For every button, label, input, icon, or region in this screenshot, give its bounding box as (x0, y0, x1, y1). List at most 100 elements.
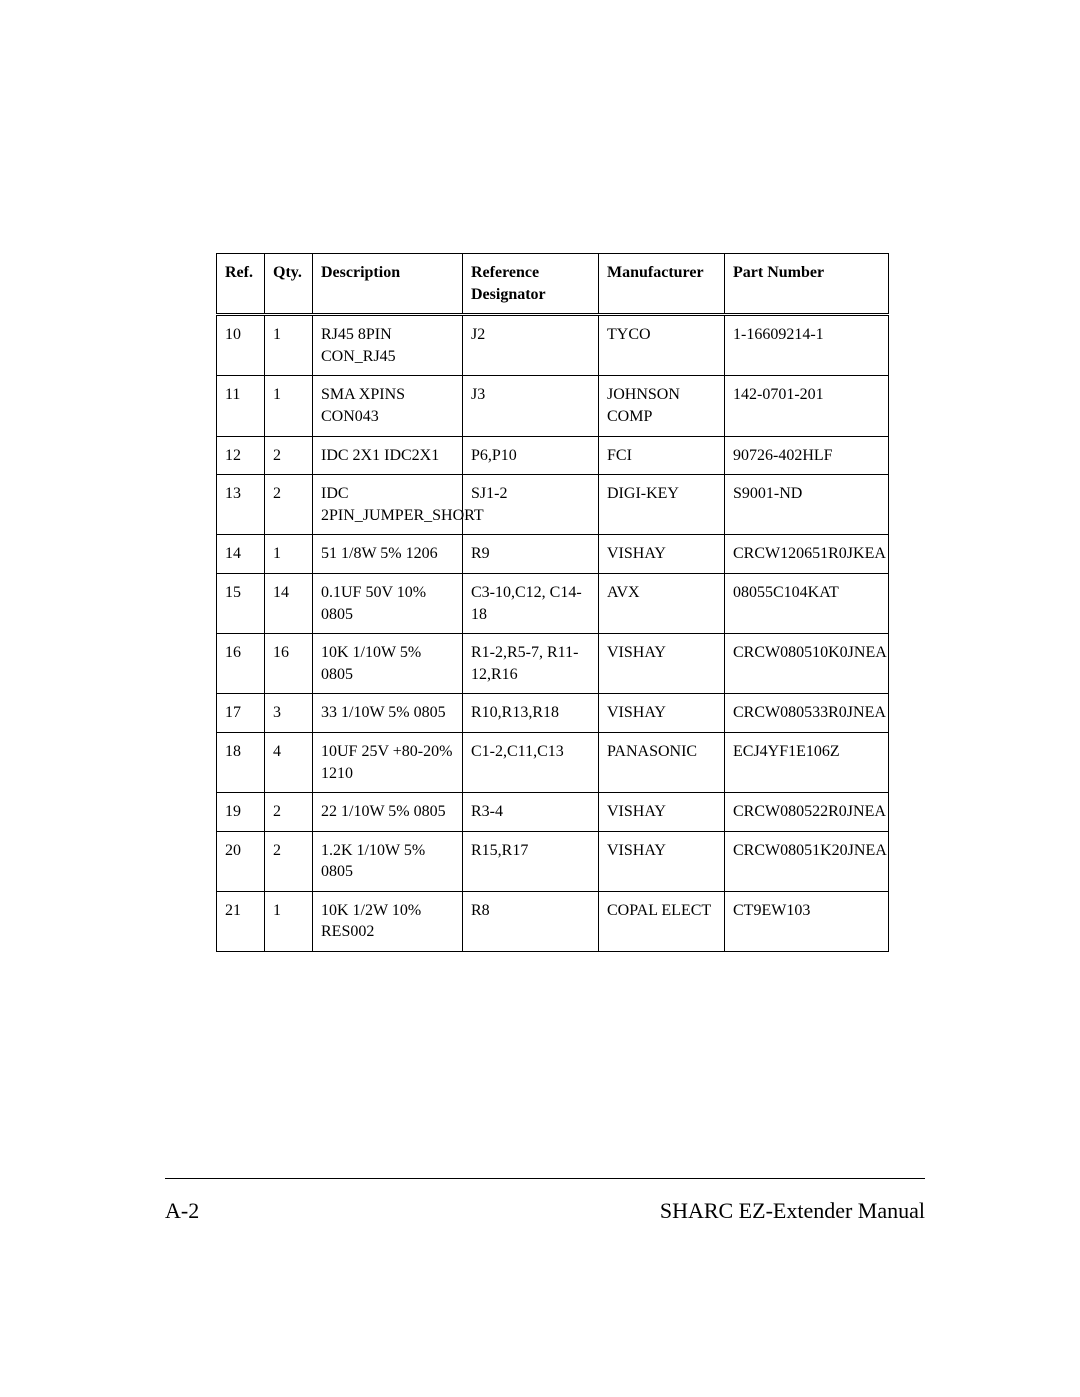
cell-pn: CRCW080522R0JNEA (725, 793, 889, 832)
cell-ref: 21 (217, 891, 265, 951)
cell-desc: IDC 2X1 IDC2X1 (313, 436, 463, 475)
bom-table-head: Ref. Qty. Description Reference Designat… (217, 254, 889, 315)
cell-desc: RJ45 8PIN CON_RJ45 (313, 315, 463, 376)
cell-qty: 2 (265, 475, 313, 535)
col-header-qty: Qty. (265, 254, 313, 315)
table-row: 15140.1UF 50V 10% 0805C3-10,C12, C14-18A… (217, 573, 889, 633)
cell-mfr: VISHAY (599, 634, 725, 694)
cell-desc: 33 1/10W 5% 0805 (313, 694, 463, 733)
cell-pn: CRCW120651R0JKEA (725, 535, 889, 574)
cell-desc: 10K 1/10W 5% 0805 (313, 634, 463, 694)
cell-pn: 1-16609214-1 (725, 315, 889, 376)
col-header-mfr: Manufacturer (599, 254, 725, 315)
cell-rd: R10,R13,R18 (463, 694, 599, 733)
cell-qty: 1 (265, 891, 313, 951)
cell-qty: 2 (265, 436, 313, 475)
cell-desc: IDC 2PIN_JUMPER_SHORT (313, 475, 463, 535)
cell-rd: R15,R17 (463, 831, 599, 891)
cell-qty: 14 (265, 573, 313, 633)
cell-ref: 18 (217, 732, 265, 792)
cell-pn: CRCW080510K0JNEA (725, 634, 889, 694)
cell-pn: ECJ4YF1E106Z (725, 732, 889, 792)
footer-rule (165, 1178, 925, 1179)
cell-mfr: VISHAY (599, 694, 725, 733)
cell-desc: 0.1UF 50V 10% 0805 (313, 573, 463, 633)
cell-qty: 3 (265, 694, 313, 733)
table-row: 21110K 1/2W 10% RES002R8COPAL ELECTCT9EW… (217, 891, 889, 951)
cell-qty: 2 (265, 793, 313, 832)
cell-mfr: AVX (599, 573, 725, 633)
cell-desc: SMA XPINS CON043 (313, 376, 463, 436)
cell-rd: J2 (463, 315, 599, 376)
cell-ref: 17 (217, 694, 265, 733)
cell-qty: 16 (265, 634, 313, 694)
cell-pn: CT9EW103 (725, 891, 889, 951)
table-row: 17333 1/10W 5% 0805R10,R13,R18VISHAYCRCW… (217, 694, 889, 733)
cell-ref: 13 (217, 475, 265, 535)
cell-mfr: TYCO (599, 315, 725, 376)
table-row: 18410UF 25V +80-20% 1210C1-2,C11,C13PANA… (217, 732, 889, 792)
table-row: 14151 1/8W 5% 1206R9VISHAYCRCW120651R0JK… (217, 535, 889, 574)
cell-mfr: COPAL ELECT (599, 891, 725, 951)
cell-ref: 16 (217, 634, 265, 694)
page-number: A-2 (165, 1198, 199, 1224)
cell-pn: CRCW080533R0JNEA (725, 694, 889, 733)
cell-rd: SJ1-2 (463, 475, 599, 535)
cell-desc: 10UF 25V +80-20% 1210 (313, 732, 463, 792)
table-row: 111SMA XPINS CON043J3JOHNSON COMP142-070… (217, 376, 889, 436)
cell-ref: 10 (217, 315, 265, 376)
cell-rd: R3-4 (463, 793, 599, 832)
table-row: 161610K 1/10W 5% 0805R1-2,R5-7, R11-12,R… (217, 634, 889, 694)
col-header-desc: Description (313, 254, 463, 315)
cell-qty: 1 (265, 535, 313, 574)
bom-table-body: 101RJ45 8PIN CON_RJ45J2TYCO1-16609214-11… (217, 315, 889, 952)
table-row: 132IDC 2PIN_JUMPER_SHORTSJ1-2DIGI-KEYS90… (217, 475, 889, 535)
cell-mfr: VISHAY (599, 831, 725, 891)
col-header-pn: Part Number (725, 254, 889, 315)
cell-ref: 14 (217, 535, 265, 574)
cell-mfr: PANASONIC (599, 732, 725, 792)
cell-mfr: DIGI-KEY (599, 475, 725, 535)
cell-ref: 15 (217, 573, 265, 633)
cell-rd: C1-2,C11,C13 (463, 732, 599, 792)
bom-header-row: Ref. Qty. Description Reference Designat… (217, 254, 889, 315)
cell-qty: 1 (265, 315, 313, 376)
cell-rd: R1-2,R5-7, R11-12,R16 (463, 634, 599, 694)
table-row: 2021.2K 1/10W 5% 0805R15,R17VISHAYCRCW08… (217, 831, 889, 891)
cell-rd: R9 (463, 535, 599, 574)
document-title: SHARC EZ-Extender Manual (660, 1198, 925, 1224)
cell-qty: 2 (265, 831, 313, 891)
cell-ref: 11 (217, 376, 265, 436)
table-row: 19222 1/10W 5% 0805R3-4VISHAYCRCW080522R… (217, 793, 889, 832)
cell-pn: 08055C104KAT (725, 573, 889, 633)
cell-desc: 10K 1/2W 10% RES002 (313, 891, 463, 951)
cell-rd: C3-10,C12, C14-18 (463, 573, 599, 633)
cell-rd: J3 (463, 376, 599, 436)
cell-mfr: VISHAY (599, 535, 725, 574)
cell-pn: S9001-ND (725, 475, 889, 535)
page-footer: A-2 SHARC EZ-Extender Manual (165, 1198, 925, 1224)
col-header-ref: Ref. (217, 254, 265, 315)
cell-desc: 1.2K 1/10W 5% 0805 (313, 831, 463, 891)
cell-rd: R8 (463, 891, 599, 951)
table-row: 101RJ45 8PIN CON_RJ45J2TYCO1-16609214-1 (217, 315, 889, 376)
cell-ref: 20 (217, 831, 265, 891)
page: Ref. Qty. Description Reference Designat… (0, 0, 1080, 1397)
cell-qty: 4 (265, 732, 313, 792)
cell-ref: 12 (217, 436, 265, 475)
cell-mfr: FCI (599, 436, 725, 475)
bom-table: Ref. Qty. Description Reference Designat… (216, 253, 889, 952)
cell-qty: 1 (265, 376, 313, 436)
cell-pn: 142-0701-201 (725, 376, 889, 436)
cell-pn: 90726-402HLF (725, 436, 889, 475)
bom-table-container: Ref. Qty. Description Reference Designat… (216, 253, 888, 952)
col-header-rd: Reference Designator (463, 254, 599, 315)
cell-rd: P6,P10 (463, 436, 599, 475)
cell-pn: CRCW08051K20JNEA (725, 831, 889, 891)
cell-mfr: JOHNSON COMP (599, 376, 725, 436)
table-row: 122IDC 2X1 IDC2X1P6,P10FCI90726-402HLF (217, 436, 889, 475)
cell-desc: 22 1/10W 5% 0805 (313, 793, 463, 832)
cell-ref: 19 (217, 793, 265, 832)
cell-mfr: VISHAY (599, 793, 725, 832)
cell-desc: 51 1/8W 5% 1206 (313, 535, 463, 574)
